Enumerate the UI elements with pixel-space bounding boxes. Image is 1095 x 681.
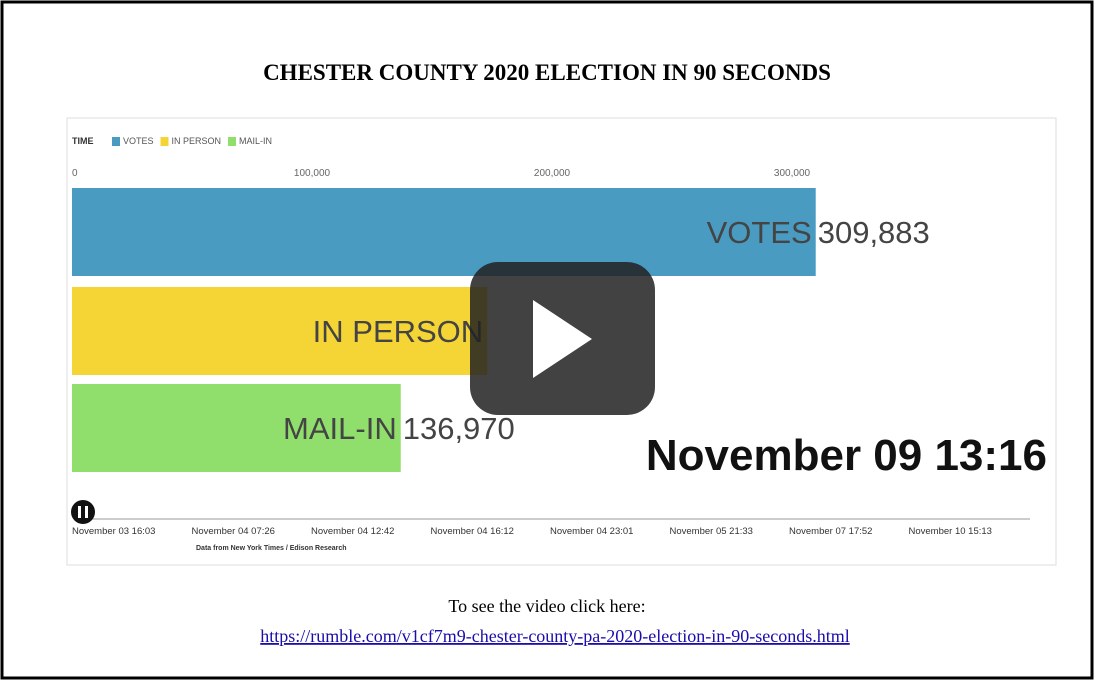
legend-label: IN PERSON	[172, 136, 222, 146]
x-tick-label: 100,000	[294, 168, 331, 179]
legend-title: TIME	[72, 136, 94, 146]
timeline-label: November 10 15:13	[909, 526, 992, 537]
legend-label: MAIL-IN	[239, 136, 272, 146]
timeline-label: November 07 17:52	[789, 526, 872, 537]
legend-swatch	[228, 137, 237, 146]
data-source: Data from New York Times / Edison Resear…	[196, 545, 347, 552]
page-title: CHESTER COUNTY 2020 ELECTION IN 90 SECON…	[263, 60, 831, 85]
chart: TIME VOTES IN PERSON MAIL-IN 0 100,000 200,000…	[72, 136, 930, 472]
timeline-label: November 05 21:33	[670, 526, 753, 537]
pause-circle[interactable]	[71, 500, 95, 524]
legend-swatch	[160, 137, 169, 146]
x-tick-label: 0	[72, 168, 78, 179]
bar	[72, 188, 816, 276]
x-tick-label: 200,000	[534, 168, 571, 179]
caption-text: To see the video click here:	[448, 596, 645, 616]
timeline-label: November 04 23:01	[550, 526, 633, 537]
timeline-label: November 04 16:12	[431, 526, 514, 537]
legend-label: VOTES	[123, 136, 154, 146]
pause-bar	[78, 506, 81, 518]
timeline-label: November 04 07:26	[192, 526, 275, 537]
bar	[72, 384, 401, 472]
x-tick-label: 300,000	[774, 168, 811, 179]
legend-swatch	[112, 137, 120, 146]
bar	[72, 287, 488, 375]
timeline-label: November 03 16:03	[72, 526, 155, 537]
video-link-text[interactable]: https://rumble.com/v1cf7m9-chester-count…	[260, 626, 849, 646]
video-link[interactable]: https://rumble.com/v1cf7m9-chester-count…	[260, 626, 849, 646]
bar-category-label: IN PERSON	[313, 314, 484, 349]
current-time: November 09 13:16	[646, 431, 1047, 480]
bar-value-label: 309,883	[818, 215, 930, 250]
bar-category-label: VOTES	[707, 215, 812, 250]
timeline: November 03 16:03 November 04 07:26 Novemb…	[72, 526, 992, 537]
timeline-label: November 04 12:42	[311, 526, 394, 537]
bar-value-label: 136,970	[403, 411, 515, 446]
pause-bar	[85, 506, 88, 518]
play-button[interactable]	[470, 262, 655, 415]
play-icon	[533, 300, 592, 378]
bar-category-label: MAIL-IN	[283, 411, 397, 446]
pause-button[interactable]	[71, 500, 95, 524]
